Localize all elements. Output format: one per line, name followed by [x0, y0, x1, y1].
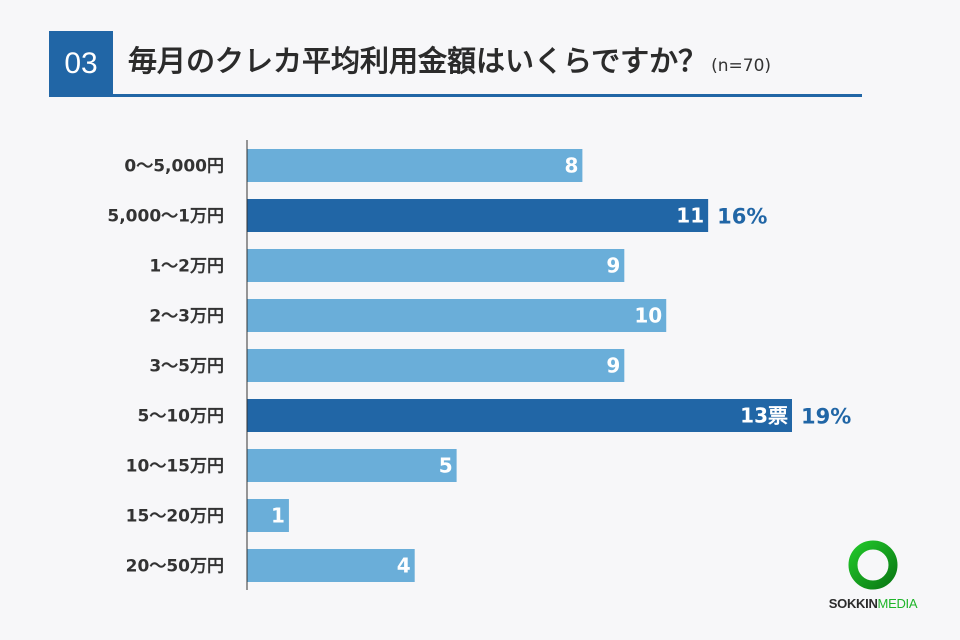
- bar: [247, 199, 709, 232]
- bar: [247, 449, 457, 482]
- category-label: 0〜5,000円: [124, 157, 224, 177]
- value-label: 4: [397, 554, 411, 578]
- value-label: 9: [606, 254, 620, 278]
- value-label: 11: [676, 204, 704, 228]
- logo-ring-icon: [848, 540, 898, 590]
- value-label: 8: [564, 154, 578, 178]
- percent-label: 16%: [717, 205, 767, 229]
- percent-label: 19%: [801, 405, 851, 429]
- value-label: 5: [439, 454, 453, 478]
- title-underline: [49, 94, 862, 97]
- sample-size: (n=70): [711, 56, 772, 76]
- question-number-badge: 03: [49, 31, 113, 96]
- logo-text-green: MEDIA: [877, 596, 918, 611]
- bar: [247, 149, 583, 182]
- logo-text-dark: SOKKIN: [828, 596, 878, 611]
- category-label: 1〜2万円: [149, 257, 224, 277]
- category-label: 2〜3万円: [149, 307, 224, 327]
- bar: [247, 499, 289, 532]
- sokkin-media-logo: SOKKINMEDIA: [818, 538, 928, 618]
- value-label: 9: [606, 354, 620, 378]
- bar: [247, 299, 667, 332]
- category-label: 10〜15万円: [126, 457, 224, 477]
- category-label: 5,000〜1万円: [107, 207, 224, 227]
- value-label: 13票: [740, 404, 788, 428]
- category-label: 3〜5万円: [149, 357, 224, 377]
- bar: [247, 249, 625, 282]
- bar: [247, 399, 792, 432]
- category-label: 20〜50万円: [126, 557, 224, 577]
- bar: [247, 349, 625, 382]
- value-label: 1: [271, 504, 285, 528]
- value-label: 10: [634, 304, 662, 328]
- category-label: 15〜20万円: [126, 507, 224, 527]
- category-label: 5〜10万円: [138, 407, 225, 427]
- bar: [247, 549, 415, 582]
- title-text: 毎月のクレカ平均利用金額はいくらですか？: [128, 44, 708, 78]
- chart-title: 毎月のクレカ平均利用金額はいくらですか？ (n=70): [128, 38, 771, 80]
